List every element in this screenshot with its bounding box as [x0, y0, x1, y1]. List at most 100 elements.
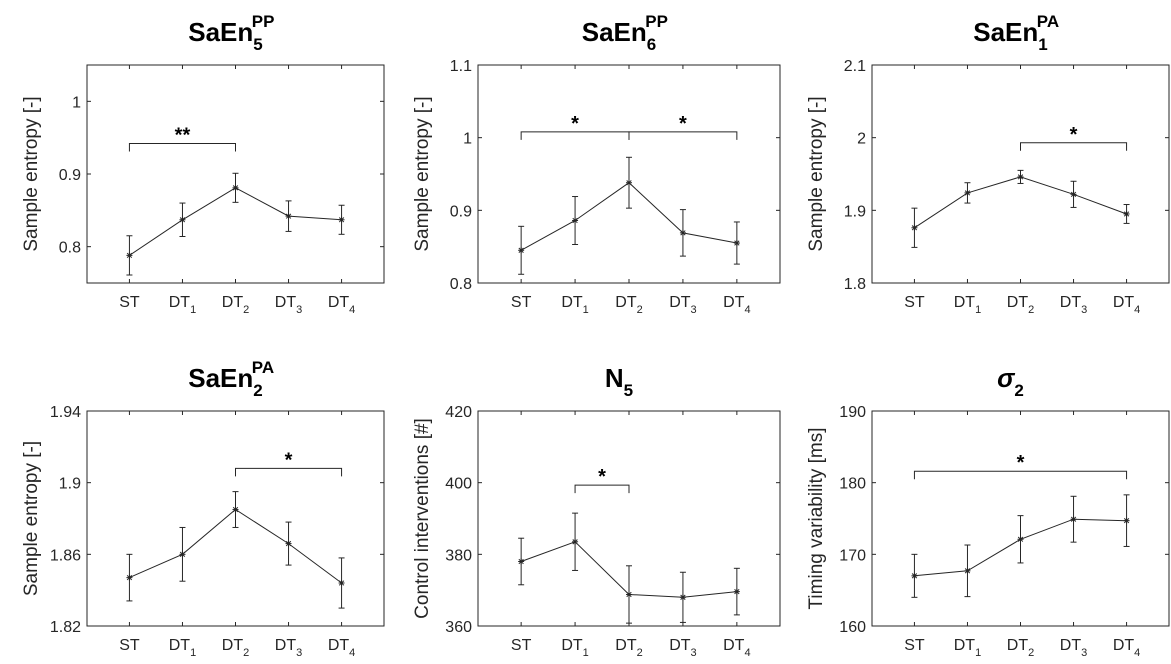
- x-tick-label: ST: [119, 294, 140, 311]
- data-point: [1070, 516, 1077, 523]
- marker-stroke-d2: [911, 225, 918, 231]
- chart-title: SaEn5: [188, 17, 263, 54]
- chart-title-subscript: 5: [624, 381, 633, 400]
- x-tick-label: DT2: [615, 294, 642, 316]
- marker-stroke-d2: [285, 540, 292, 547]
- marker-stroke-d2: [179, 217, 186, 223]
- y-tick-label: 0.9: [59, 167, 81, 184]
- x-tick-label: DT4: [328, 294, 355, 316]
- y-axis-label: Control interventions [#]: [412, 418, 433, 619]
- y-tick-label: 180: [839, 476, 866, 493]
- y-tick-label: 1: [72, 94, 81, 111]
- marker-stroke-d2: [232, 185, 239, 191]
- x-tick-label: DT4: [1113, 294, 1140, 316]
- x-tick-label: DT2: [615, 637, 642, 659]
- chart-title-subscript: 2: [253, 381, 262, 400]
- y-tick-label: 1.86: [50, 547, 81, 564]
- significance-label: *: [571, 113, 579, 135]
- x-tick-label: DT2: [1007, 637, 1034, 659]
- series-line: [914, 176, 1127, 229]
- data-point: [1017, 536, 1024, 543]
- y-tick-label: 2: [857, 131, 866, 148]
- data-point: [1017, 173, 1024, 180]
- chart-panel-6: σ2 160 170 180 190 Timing variability [ms] ST D…: [806, 363, 1170, 659]
- chart-panel-5: N5 360 380 400 420 Control interventions [#] S…: [412, 363, 781, 659]
- marker-stroke-d2: [1017, 174, 1024, 180]
- marker-stroke-d2: [179, 551, 186, 557]
- chart-title-base: SaEn: [582, 17, 647, 47]
- x-tick-label: ST: [904, 637, 925, 654]
- data-point: [964, 567, 971, 574]
- marker-stroke-d2: [1123, 517, 1130, 524]
- x-tick-label: DT3: [275, 294, 302, 316]
- significance-label: *: [1070, 124, 1078, 146]
- chart-title-base: σ: [997, 363, 1016, 393]
- data-point: [126, 574, 133, 581]
- significance-label: *: [598, 466, 606, 488]
- y-tick-label: 0.8: [450, 276, 472, 293]
- chart-title-subscript: 2: [1014, 381, 1023, 400]
- marker-stroke-d2: [338, 217, 345, 223]
- significance-bracket: [128, 142, 236, 152]
- y-tick-label: 1.8: [844, 276, 866, 293]
- chart-title-superscript: PP: [645, 12, 668, 31]
- marker-stroke-d2: [518, 247, 524, 253]
- x-tick-label: DT1: [954, 294, 981, 316]
- significance-label: *: [679, 113, 687, 135]
- y-tick-label: 1: [463, 131, 472, 148]
- data-point: [626, 591, 632, 598]
- y-axis-label: Sample entropy [-]: [21, 96, 42, 251]
- chart-title-subscript: 1: [1038, 35, 1047, 54]
- chart-title: N5: [605, 363, 633, 400]
- x-tick-label: DT1: [169, 294, 196, 316]
- data-point: [232, 184, 239, 191]
- x-tick-label: DT1: [169, 637, 196, 659]
- data-point: [1123, 517, 1130, 524]
- chart-title-base: SaEn: [973, 17, 1038, 47]
- x-tick-label: DT2: [222, 294, 249, 316]
- x-tick-label: DT4: [723, 294, 750, 316]
- marker-stroke-d2: [734, 240, 740, 246]
- marker-stroke-d2: [285, 213, 292, 219]
- significance-bracket: [1020, 142, 1128, 151]
- significance-label: *: [285, 449, 293, 471]
- x-tick-label: DT3: [669, 294, 696, 316]
- data-point: [964, 189, 971, 196]
- marker-stroke-d2: [1070, 191, 1077, 198]
- data-point: [126, 252, 133, 259]
- data-point: [338, 216, 345, 223]
- significance-bracket: [574, 484, 630, 494]
- marker-stroke-d2: [1123, 211, 1130, 217]
- marker-stroke-d2: [572, 217, 578, 224]
- x-tick-label: DT2: [222, 637, 249, 659]
- data-point: [572, 538, 579, 545]
- chart-title: σ2: [997, 363, 1024, 400]
- x-tick-label: DT1: [561, 637, 588, 659]
- data-point: [518, 558, 525, 565]
- y-tick-label: 380: [445, 547, 472, 564]
- data-point: [911, 224, 918, 231]
- y-tick-label: 0.8: [59, 240, 81, 257]
- data-point: [572, 217, 579, 224]
- x-tick-label: ST: [511, 294, 532, 311]
- data-point: [626, 179, 632, 186]
- marker-stroke-d2: [680, 594, 686, 600]
- chart-title: SaEn1: [973, 17, 1048, 54]
- marker-stroke-d2: [1017, 536, 1024, 542]
- data-point: [1070, 191, 1077, 198]
- marker-stroke-d2: [126, 574, 133, 581]
- marker-stroke-d2: [1070, 516, 1077, 522]
- data-point: [285, 213, 292, 220]
- marker-stroke-d2: [964, 568, 971, 574]
- data-point: [232, 506, 239, 513]
- data-point: [285, 540, 292, 547]
- marker-stroke-d2: [911, 573, 918, 579]
- data-point: [179, 551, 186, 558]
- marker-stroke-d2: [680, 230, 686, 236]
- data-point: [679, 594, 686, 601]
